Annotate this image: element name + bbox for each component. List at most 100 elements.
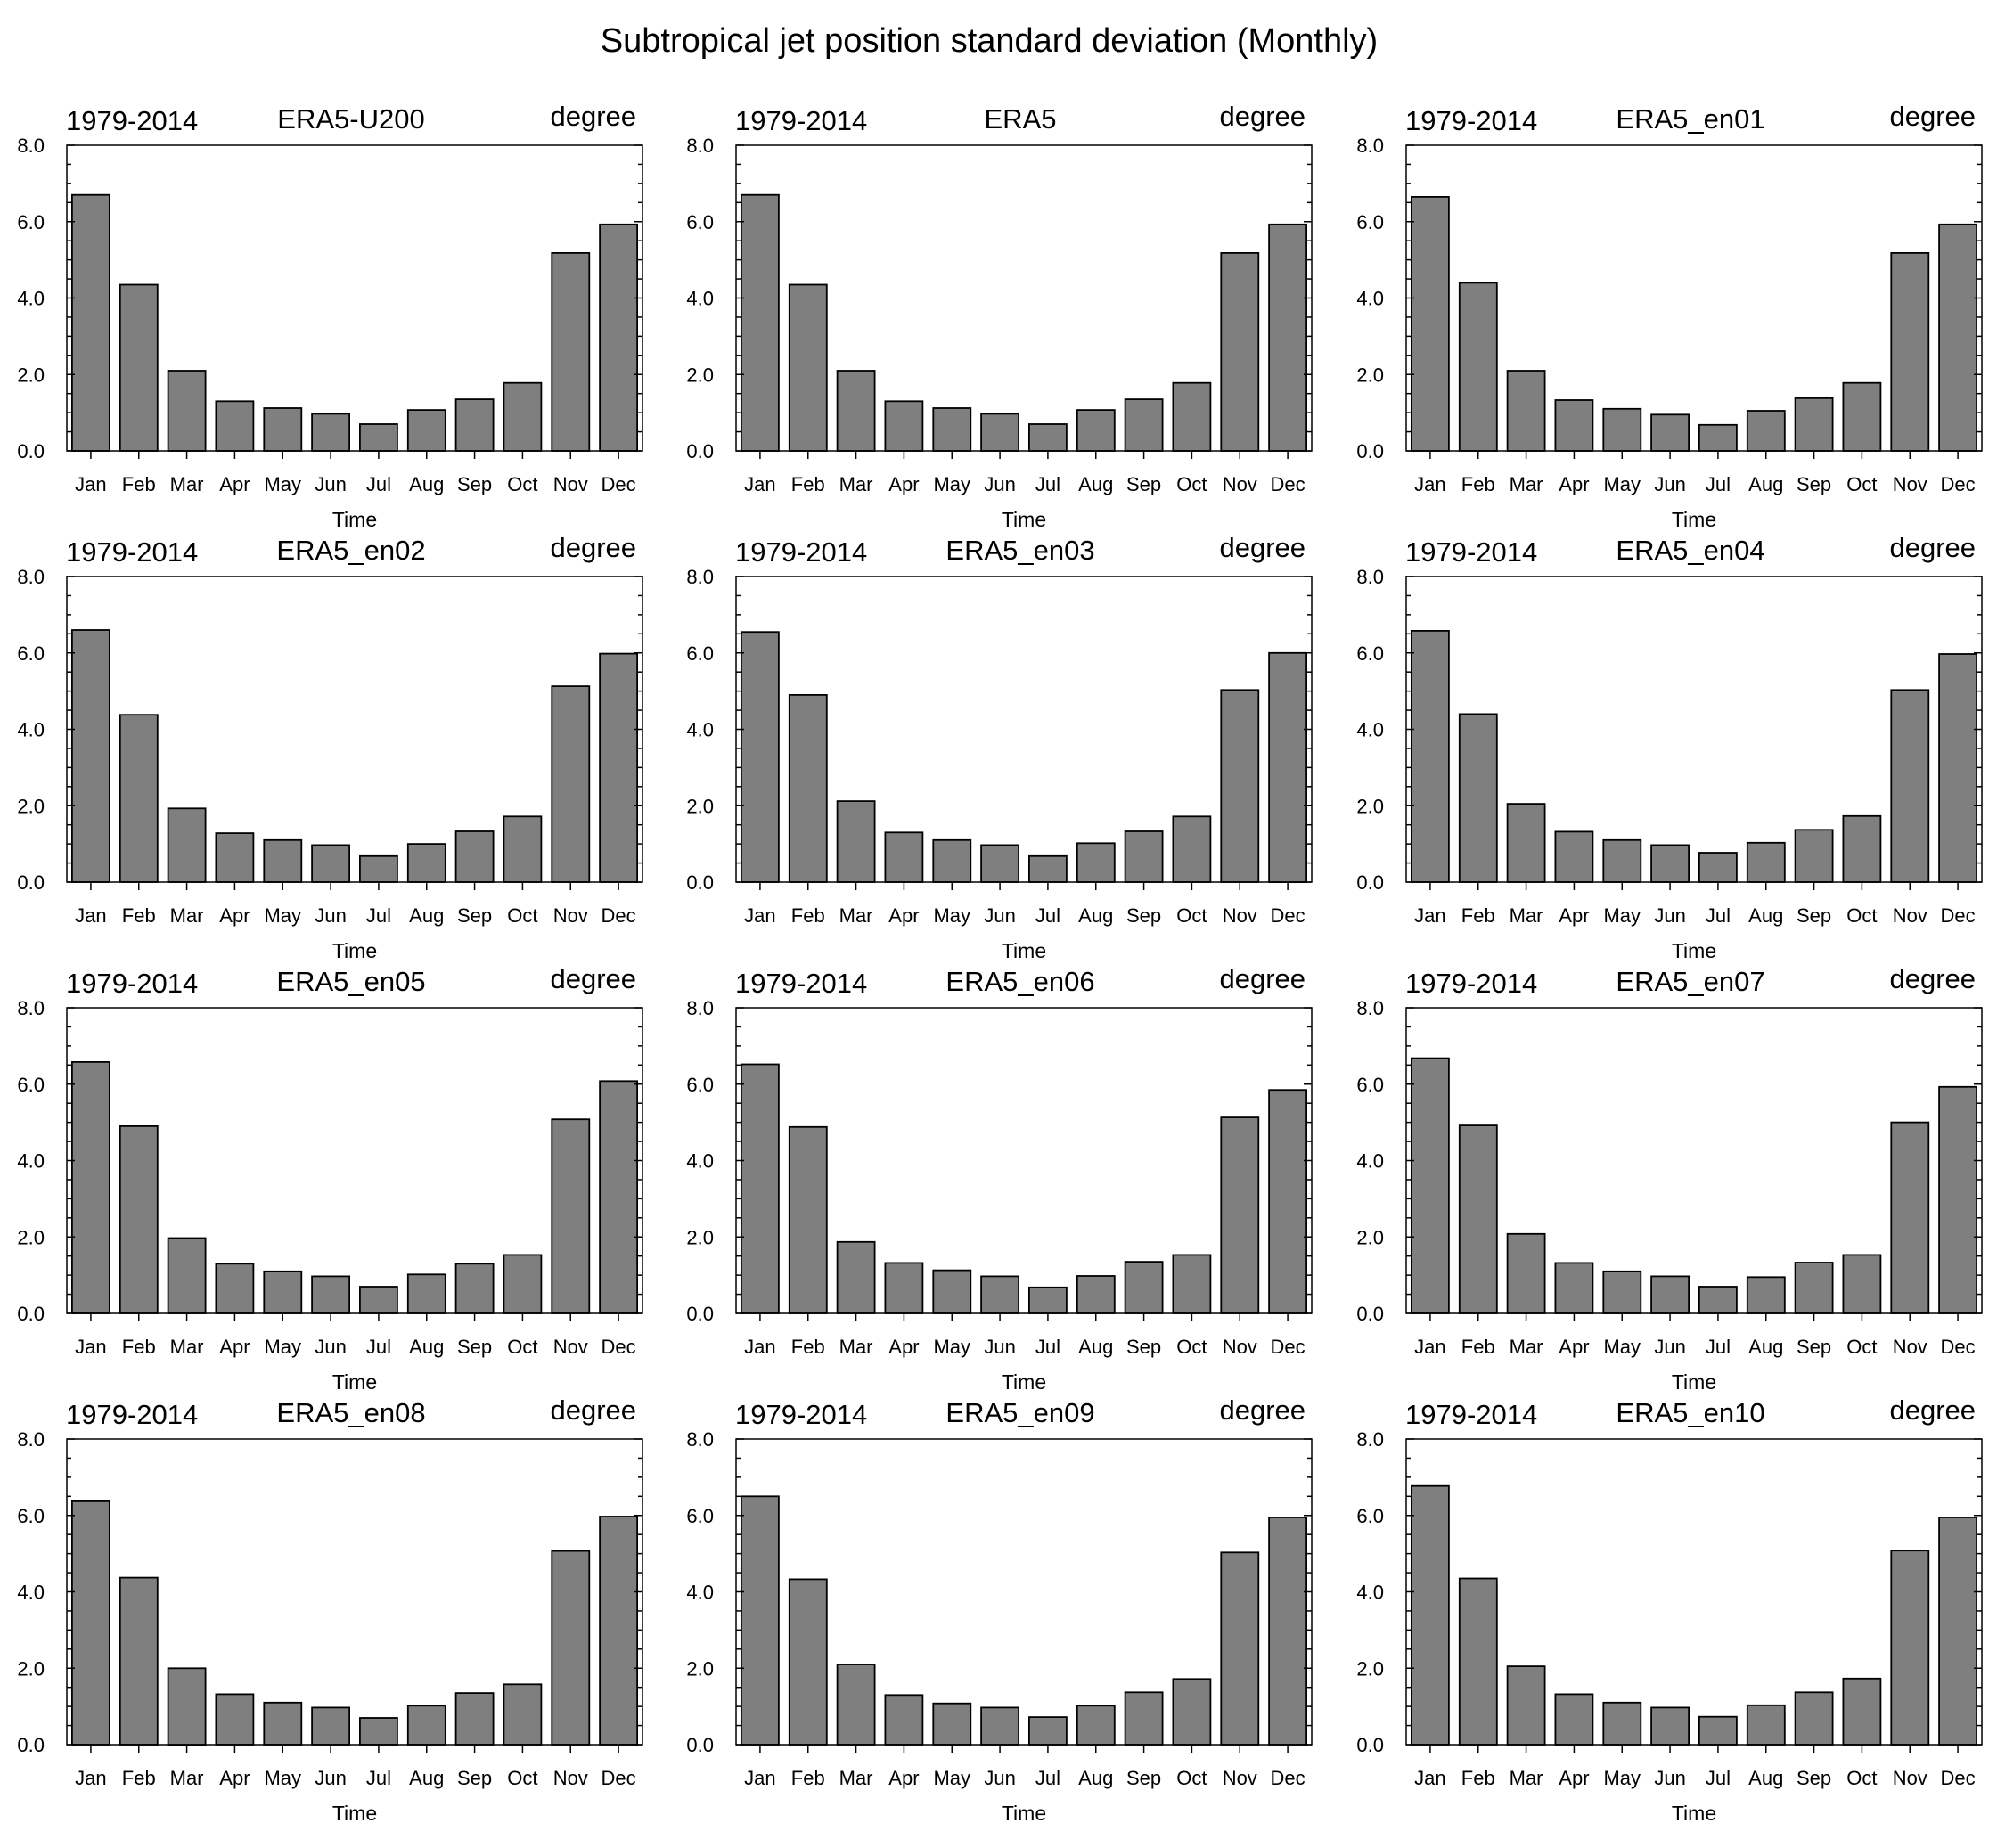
bar-Apr: [1554, 1262, 1594, 1314]
bar-Feb: [119, 283, 159, 452]
bar-May: [932, 1702, 972, 1746]
panel-title: ERA5_en09: [945, 1397, 1094, 1428]
x-tick-label: Jun: [984, 1767, 1015, 1789]
y-tick-label: 2.0: [1356, 1226, 1384, 1248]
y-tick-label: 2.0: [686, 1226, 714, 1248]
bar-Apr: [215, 1693, 255, 1746]
bar-Feb: [788, 1125, 828, 1314]
x-tick-label: Oct: [1176, 904, 1207, 927]
bar-Aug: [1076, 1275, 1116, 1314]
y-tick-label: 0.0: [686, 1303, 714, 1325]
x-tick-label: Oct: [507, 1336, 537, 1358]
x-tick-label: May: [1603, 904, 1641, 927]
y-tick-label: 0.0: [1356, 871, 1384, 894]
bar-Nov: [1890, 1550, 1930, 1746]
bar-Mar: [1506, 1665, 1546, 1746]
y-tick-label: 6.0: [686, 211, 714, 233]
x-tick-label: Jul: [1706, 1767, 1731, 1789]
x-tick-label: Sep: [457, 1767, 492, 1789]
y-tick-label: 4.0: [17, 719, 45, 741]
panel-title: ERA5-U200: [277, 103, 424, 135]
y-tick-label: 0.0: [1356, 1734, 1384, 1756]
bar-Feb: [788, 1578, 828, 1746]
x-tick-label: Mar: [839, 1336, 873, 1358]
bar-Feb: [119, 1125, 159, 1314]
x-tick-label: Jan: [75, 1767, 106, 1789]
bar-Nov: [1220, 689, 1260, 883]
bar-Aug: [1076, 409, 1116, 452]
x-tick-label: Aug: [1748, 473, 1783, 495]
y-tick-label: 6.0: [1356, 211, 1384, 233]
x-tick-label: Dec: [1941, 1767, 1976, 1789]
bar-Feb: [1458, 282, 1498, 452]
x-tick-label: Feb: [791, 1767, 825, 1789]
x-tick-label: Jul: [366, 1336, 391, 1358]
bar-Dec: [599, 223, 638, 452]
bar-Nov: [551, 1118, 591, 1314]
x-tick-label: Oct: [1176, 1336, 1207, 1358]
panel-unit-label: degree: [1889, 532, 1976, 563]
y-tick-label: 4.0: [1356, 719, 1384, 741]
bar-Jan: [71, 193, 110, 452]
y-tick-label: 6.0: [686, 642, 714, 665]
bar-Sep: [454, 1263, 495, 1314]
bar-Apr: [1554, 830, 1594, 883]
bar-Oct: [503, 815, 543, 883]
x-tick-label: Jan: [1414, 473, 1445, 495]
x-tick-label: Feb: [1461, 1767, 1495, 1789]
y-tick-label: 8.0: [17, 1428, 45, 1451]
x-tick-label: May: [264, 904, 301, 927]
x-tick-label: Feb: [122, 904, 156, 927]
bar-Aug: [1746, 841, 1786, 883]
x-tick-label: Dec: [1941, 904, 1976, 927]
y-tick-label: 6.0: [686, 1074, 714, 1096]
x-tick-label: Aug: [409, 904, 444, 927]
x-tick-label: May: [1603, 473, 1641, 495]
x-tick-label: Jun: [1654, 1336, 1685, 1358]
bar-Apr: [884, 1262, 924, 1314]
bar-Jul: [358, 423, 398, 452]
bar-Dec: [1268, 651, 1307, 883]
y-tick-label: 2.0: [17, 795, 45, 817]
bar-Jan: [741, 193, 780, 452]
y-tick-label: 4.0: [686, 719, 714, 741]
bar-Mar: [836, 1240, 876, 1314]
panel-unit-label: degree: [1219, 532, 1305, 563]
x-tick-label: Jul: [1035, 1767, 1060, 1789]
bar-Aug: [1746, 410, 1786, 452]
panel-unit-label: degree: [550, 963, 636, 994]
bar-Jun: [980, 1706, 1019, 1746]
y-tick-label: 2.0: [17, 1657, 45, 1680]
bar-Feb: [788, 694, 828, 883]
x-tick-label: Sep: [1126, 1336, 1161, 1358]
y-tick-label: 6.0: [17, 211, 45, 233]
x-tick-label: Sep: [1796, 1336, 1831, 1358]
y-tick-label: 6.0: [17, 642, 45, 665]
bar-May: [932, 407, 972, 452]
bar-Nov: [1220, 1116, 1260, 1314]
x-tick-label: Dec: [1271, 473, 1305, 495]
y-tick-label: 8.0: [1356, 566, 1384, 588]
bar-Aug: [406, 843, 446, 883]
x-tick-label: Jan: [1414, 1336, 1445, 1358]
bar-Mar: [167, 370, 207, 452]
bar-Aug: [406, 1273, 446, 1314]
x-tick-label: Feb: [122, 1336, 156, 1358]
x-tick-label: Nov: [1893, 473, 1927, 495]
bar-May: [1602, 1270, 1642, 1314]
bar-Nov: [1890, 251, 1930, 452]
x-tick-label: Jan: [744, 904, 775, 927]
x-tick-label: Feb: [1461, 473, 1495, 495]
bar-Jul: [1698, 423, 1738, 452]
panel-ERA5_en08: 1979-2014 ERA5_en08 degree 0.0 2.0 4.0 6.0 8.0 J…: [17, 1394, 643, 1825]
panel-period-label: 1979-2014: [66, 105, 198, 136]
x-axis-label: Time: [1002, 939, 1046, 962]
y-tick-label: 8.0: [17, 997, 45, 1019]
x-tick-label: Apr: [888, 473, 919, 495]
y-tick-label: 4.0: [686, 288, 714, 310]
x-axis-label: Time: [332, 1370, 377, 1394]
y-tick-label: 0.0: [686, 1734, 714, 1756]
x-tick-label: Jan: [744, 1336, 775, 1358]
x-tick-label: Jan: [75, 904, 106, 927]
x-axis-label: Time: [1672, 1802, 1716, 1825]
